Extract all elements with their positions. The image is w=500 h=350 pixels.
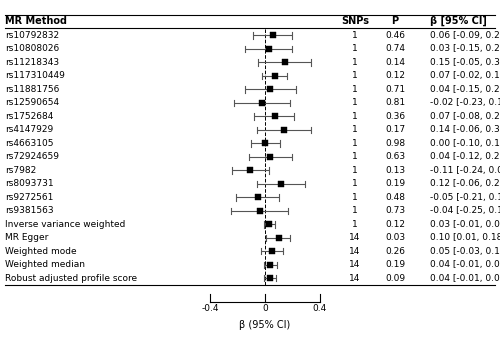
Text: 0.05 [-0.03, 0.13]: 0.05 [-0.03, 0.13]	[430, 247, 500, 256]
Text: 0.09: 0.09	[385, 274, 405, 283]
Text: rs9381563: rs9381563	[5, 206, 54, 215]
Text: rs11881756: rs11881756	[5, 85, 60, 94]
Text: 0.4: 0.4	[312, 304, 326, 313]
Text: 14: 14	[350, 247, 360, 256]
Text: rs10808026: rs10808026	[5, 44, 60, 54]
Text: 0.04 [-0.01, 0.09]: 0.04 [-0.01, 0.09]	[430, 260, 500, 269]
Text: 1: 1	[352, 125, 358, 134]
Text: rs9272561: rs9272561	[5, 193, 54, 202]
Text: rs12590654: rs12590654	[5, 98, 59, 107]
Text: 1: 1	[352, 71, 358, 80]
Text: 0.26: 0.26	[385, 247, 405, 256]
Text: 1: 1	[352, 220, 358, 229]
Text: -0.05 [-0.21, 0.10]: -0.05 [-0.21, 0.10]	[430, 193, 500, 202]
Text: 0.73: 0.73	[385, 206, 405, 215]
Text: P: P	[392, 16, 398, 26]
Text: MR Egger: MR Egger	[5, 233, 49, 242]
Text: 0.14: 0.14	[385, 58, 405, 67]
Text: 0.98: 0.98	[385, 139, 405, 148]
Text: rs72924659: rs72924659	[5, 152, 59, 161]
Text: 0.19: 0.19	[385, 179, 405, 188]
Text: 1: 1	[352, 152, 358, 161]
Text: 0.19: 0.19	[385, 260, 405, 269]
Text: rs117310449: rs117310449	[5, 71, 65, 80]
Text: 0.81: 0.81	[385, 98, 405, 107]
Text: Robust adjusted profile score: Robust adjusted profile score	[5, 274, 137, 283]
Text: 0.03: 0.03	[385, 233, 405, 242]
Text: 0.63: 0.63	[385, 152, 405, 161]
Text: 0.06 [-0.09, 0.20]: 0.06 [-0.09, 0.20]	[430, 31, 500, 40]
Text: 0.03 [-0.01, 0.07]: 0.03 [-0.01, 0.07]	[430, 220, 500, 229]
Text: 0.07 [-0.08, 0.21]: 0.07 [-0.08, 0.21]	[430, 112, 500, 121]
Text: 0.36: 0.36	[385, 112, 405, 121]
Text: 1: 1	[352, 98, 358, 107]
Text: 1: 1	[352, 179, 358, 188]
Text: β [95% CI]: β [95% CI]	[430, 15, 487, 26]
Text: 1: 1	[352, 193, 358, 202]
Text: 0.00 [-0.10, 0.11]: 0.00 [-0.10, 0.11]	[430, 139, 500, 148]
Text: 1: 1	[352, 112, 358, 121]
Text: 0.71: 0.71	[385, 85, 405, 94]
Text: rs8093731: rs8093731	[5, 179, 54, 188]
Text: rs4147929: rs4147929	[5, 125, 53, 134]
Text: Inverse variance weighted: Inverse variance weighted	[5, 220, 126, 229]
Text: Weighted mode: Weighted mode	[5, 247, 76, 256]
Text: β (95% CI): β (95% CI)	[240, 320, 290, 330]
Text: 0.17: 0.17	[385, 125, 405, 134]
Text: 0.12 [-0.06, 0.29]: 0.12 [-0.06, 0.29]	[430, 179, 500, 188]
Text: -0.04 [-0.25, 0.17]: -0.04 [-0.25, 0.17]	[430, 206, 500, 215]
Text: 0.12: 0.12	[385, 71, 405, 80]
Text: 0.10 [0.01, 0.18]: 0.10 [0.01, 0.18]	[430, 233, 500, 242]
Text: 0.03 [-0.15, 0.20]: 0.03 [-0.15, 0.20]	[430, 44, 500, 54]
Text: Weighted median: Weighted median	[5, 260, 85, 269]
Text: 1: 1	[352, 85, 358, 94]
Text: 1: 1	[352, 31, 358, 40]
Text: 0.13: 0.13	[385, 166, 405, 175]
Text: 0.15 [-0.05, 0.34]: 0.15 [-0.05, 0.34]	[430, 58, 500, 67]
Text: 0.14 [-0.06, 0.34]: 0.14 [-0.06, 0.34]	[430, 125, 500, 134]
Text: 14: 14	[350, 260, 360, 269]
Text: rs11218343: rs11218343	[5, 58, 59, 67]
Text: 0.46: 0.46	[385, 31, 405, 40]
Text: 1: 1	[352, 139, 358, 148]
Text: 0.07 [-0.02, 0.16]: 0.07 [-0.02, 0.16]	[430, 71, 500, 80]
Text: 0.04 [-0.12, 0.20]: 0.04 [-0.12, 0.20]	[430, 152, 500, 161]
Text: rs7982: rs7982	[5, 166, 36, 175]
Text: 0.04 [-0.15, 0.23]: 0.04 [-0.15, 0.23]	[430, 85, 500, 94]
Text: 0.74: 0.74	[385, 44, 405, 54]
Text: MR Method: MR Method	[5, 16, 67, 26]
Text: 1: 1	[352, 44, 358, 54]
Text: 0: 0	[262, 304, 268, 313]
Text: rs4663105: rs4663105	[5, 139, 54, 148]
Text: 14: 14	[350, 274, 360, 283]
Text: -0.11 [-0.24, 0.03]: -0.11 [-0.24, 0.03]	[430, 166, 500, 175]
Text: 0.48: 0.48	[385, 193, 405, 202]
Text: -0.4: -0.4	[202, 304, 219, 313]
Text: 0.12: 0.12	[385, 220, 405, 229]
Text: 1: 1	[352, 166, 358, 175]
Text: rs1752684: rs1752684	[5, 112, 54, 121]
Text: 1: 1	[352, 58, 358, 67]
Text: 1: 1	[352, 206, 358, 215]
Text: 14: 14	[350, 233, 360, 242]
Text: SNPs: SNPs	[341, 16, 369, 26]
Text: -0.02 [-0.23, 0.18]: -0.02 [-0.23, 0.18]	[430, 98, 500, 107]
Text: 0.04 [-0.01, 0.08]: 0.04 [-0.01, 0.08]	[430, 274, 500, 283]
Text: rs10792832: rs10792832	[5, 31, 59, 40]
